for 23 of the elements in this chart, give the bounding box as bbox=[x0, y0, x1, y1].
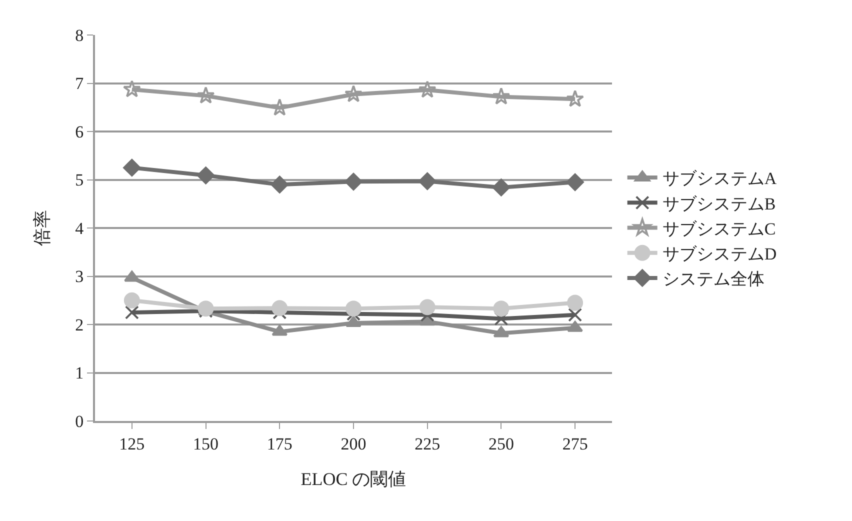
x-axis-title: ELOC の閾値 bbox=[300, 469, 406, 489]
y-tick-label: 4 bbox=[75, 218, 84, 238]
x-tick-label: 225 bbox=[414, 434, 440, 454]
y-tick-label: 3 bbox=[75, 267, 84, 286]
y-tick-label: 6 bbox=[75, 122, 84, 142]
legend-label: サブシステムA bbox=[662, 169, 778, 188]
x-tick-label: 125 bbox=[119, 434, 145, 454]
x-tick-label: 250 bbox=[488, 434, 514, 454]
x-tick-label: 275 bbox=[562, 434, 588, 454]
legend-label: サブシステムD bbox=[662, 244, 777, 264]
legend-label: サブシステムB bbox=[662, 194, 776, 214]
legend-label: サブシステムC bbox=[662, 219, 776, 238]
y-tick-label: 5 bbox=[75, 170, 84, 190]
x-tick-label: 200 bbox=[340, 434, 366, 454]
y-tick-label: 1 bbox=[75, 364, 84, 383]
x-tick-label: 175 bbox=[266, 434, 292, 454]
y-tick-label: 2 bbox=[75, 315, 84, 334]
legend-label: システム全体 bbox=[662, 270, 764, 289]
x-tick-label: 150 bbox=[193, 434, 219, 454]
y-tick-label: 7 bbox=[75, 74, 84, 94]
y-axis-title: 倍率 bbox=[32, 210, 52, 246]
y-tick-label: 0 bbox=[75, 412, 84, 431]
y-tick-label: 8 bbox=[75, 26, 84, 45]
